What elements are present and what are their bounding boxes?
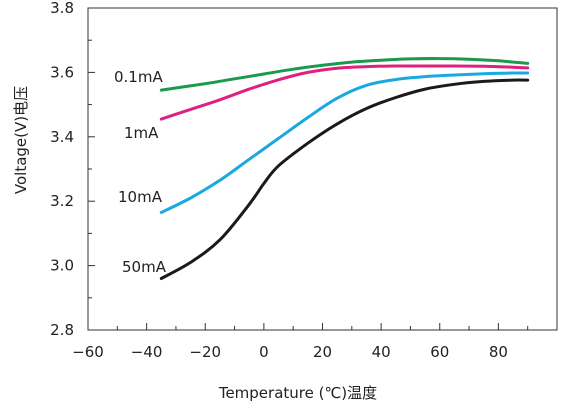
- x-axis-title: Temperature (℃)温度: [218, 384, 377, 402]
- plot-frame: [87, 7, 558, 331]
- series-label-10ma: 10mA: [118, 188, 163, 206]
- series-label-50ma: 50mA: [122, 258, 167, 276]
- series-label-0.1ma: 0.1mA: [114, 68, 163, 86]
- y-tick-label: 3.2: [50, 192, 74, 210]
- y-tick-label: 3.4: [50, 128, 74, 146]
- y-tick-label: 3.0: [50, 257, 74, 275]
- x-tick-label: −20: [189, 343, 221, 361]
- x-tick-label: 0: [259, 343, 269, 361]
- x-tick-label: 80: [489, 343, 508, 361]
- series-line-10ma: [159, 71, 530, 214]
- series-lines: [159, 57, 530, 280]
- x-tick-label: 20: [313, 343, 332, 361]
- series-line-1ma: [159, 64, 530, 121]
- series-labels: 0.1mA 1mA 10mA 50mA: [114, 68, 167, 276]
- x-tick-label: 60: [430, 343, 449, 361]
- series-line-0.1ma: [159, 57, 530, 92]
- ticks: −60 −40 −20 0 20 40 60 80 2.8 3.0 3.2 3.4 3.6 3.8: [50, 0, 558, 361]
- y-tick-label: 3.6: [50, 63, 74, 81]
- x-tick-label: −60: [72, 343, 104, 361]
- x-tick-label: 40: [372, 343, 391, 361]
- y-tick-label: 2.8: [50, 321, 74, 339]
- series-line-50ma: [159, 78, 530, 280]
- axes: [87, 7, 558, 331]
- y-tick-label: 3.8: [50, 0, 74, 17]
- series-label-1ma: 1mA: [124, 124, 159, 142]
- y-axis-title: Voltage(V)电压: [12, 86, 30, 194]
- x-tick-label: −40: [131, 343, 163, 361]
